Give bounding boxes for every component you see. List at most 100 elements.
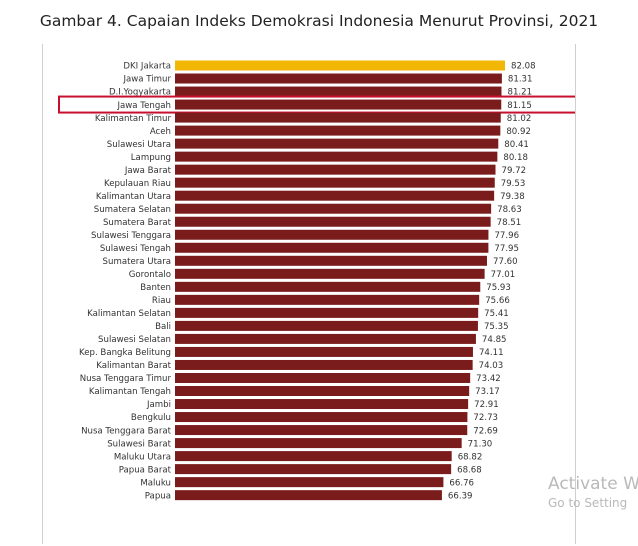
category-label-bali: Bali: [155, 322, 171, 332]
category-label-gorontalo: Gorontalo: [129, 270, 171, 280]
bar-bali: [175, 320, 478, 331]
category-label-aceh: Aceh: [150, 127, 171, 137]
category-label-kalimantan-barat: Kalimantan Barat: [96, 361, 171, 371]
category-label-papua: Papua: [145, 491, 171, 501]
category-label-sumatera-selatan: Sumatera Selatan: [94, 205, 171, 215]
bar-sumatera-barat: [175, 216, 491, 227]
bar-papua-barat: [175, 464, 452, 475]
value-label-maluku: 66.76: [449, 478, 474, 488]
category-label-jawa-barat: Jawa Barat: [124, 166, 172, 176]
value-label-sulawesi-tengah: 77.95: [494, 244, 519, 254]
value-label-sulawesi-tenggara: 77.96: [494, 231, 519, 241]
value-label-nusa-tenggara-timur: 73.42: [476, 374, 501, 384]
category-label-dki-jakarta: DKI Jakarta: [123, 62, 171, 72]
bar-gorontalo: [175, 268, 485, 279]
value-label-kalimantan-utara: 79.38: [500, 192, 525, 202]
bar-sulawesi-barat: [175, 438, 462, 449]
value-label-maluku-utara: 68.82: [458, 452, 483, 462]
value-label-kalimantan-barat: 74.03: [479, 361, 504, 371]
bar-jambi: [175, 399, 469, 410]
category-label-sulawesi-tengah: Sulawesi Tengah: [100, 244, 171, 254]
bar-riau: [175, 294, 480, 305]
category-label-jambi: Jambi: [146, 400, 171, 410]
category-label-papua-barat: Papua Barat: [119, 465, 172, 475]
watermark-line-1: Activate W: [548, 474, 638, 494]
category-label-kep-bangka-belitung: Kep. Bangka Belitung: [79, 348, 171, 358]
category-label-kalimantan-utara: Kalimantan Utara: [96, 192, 171, 202]
bar-kalimantan-timur: [175, 112, 501, 123]
value-label-nusa-tenggara-barat: 72.69: [473, 426, 498, 436]
value-label-sulawesi-utara: 80.41: [504, 140, 529, 150]
windows-activation-watermark: Activate W Go to Setting: [548, 474, 638, 510]
category-label-jawa-tengah: Jawa Tengah: [116, 101, 171, 111]
bar-kalimantan-selatan: [175, 307, 479, 318]
value-label-gorontalo: 77.01: [491, 270, 516, 280]
category-label-banten: Banten: [140, 283, 171, 293]
value-label-jawa-tengah: 81.15: [507, 101, 532, 111]
category-label-riau: Riau: [152, 296, 171, 306]
bar-sulawesi-selatan: [175, 333, 476, 344]
bar-kalimantan-tengah: [175, 386, 470, 396]
category-label-kalimantan-selatan: Kalimantan Selatan: [87, 309, 171, 319]
value-label-sulawesi-barat: 71.30: [468, 439, 493, 449]
value-label-kepulauan-riau: 79.53: [501, 179, 526, 189]
value-label-papua: 66.39: [448, 491, 473, 501]
category-label-kalimantan-timur: Kalimantan Timur: [95, 114, 172, 124]
category-label-maluku: Maluku: [140, 478, 171, 488]
value-label-kalimantan-selatan: 75.41: [484, 309, 509, 319]
value-label-papua-barat: 68.68: [457, 465, 482, 475]
value-label-d-i-yogyakarta: 81.21: [508, 88, 533, 98]
category-label-lampung: Lampung: [131, 153, 171, 163]
value-label-sulawesi-selatan: 74.85: [482, 335, 507, 345]
value-label-sumatera-barat: 78.51: [497, 218, 522, 228]
value-label-jawa-barat: 79.72: [502, 166, 527, 176]
category-label-nusa-tenggara-barat: Nusa Tenggara Barat: [81, 426, 172, 436]
bar-kepulauan-riau: [175, 177, 495, 188]
highlight-box-jawa-tengah: [58, 95, 575, 114]
bar-banten: [175, 281, 481, 292]
category-label-sumatera-barat: Sumatera Barat: [103, 218, 172, 228]
bar-jawa-barat: [175, 164, 496, 175]
category-label-d-i-yogyakarta: D.I.Yogyakarta: [109, 88, 171, 98]
bar-jawa-timur: [175, 73, 502, 84]
bar-dki-jakarta: [175, 60, 505, 71]
bar-sulawesi-utara: [175, 138, 499, 149]
bar-sumatera-utara: [175, 255, 487, 266]
value-label-bali: 75.35: [484, 322, 509, 332]
category-label-kalimantan-tengah: Kalimantan Tengah: [89, 387, 171, 397]
bar-kalimantan-barat: [175, 359, 473, 370]
category-label-sulawesi-barat: Sulawesi Barat: [107, 439, 171, 449]
value-label-jambi: 72.91: [474, 400, 499, 410]
chart-title: Gambar 4. Capaian Indeks Demokrasi Indon…: [39, 12, 599, 30]
value-label-aceh: 80.92: [506, 127, 531, 137]
value-label-kalimantan-tengah: 73.17: [475, 387, 500, 397]
bar-chart: DKI Jakarta 82.08 Jawa Timur 81.31 D.I.Yogya…: [42, 44, 576, 544]
value-label-banten: 75.93: [486, 283, 511, 293]
value-label-lampung: 80.18: [503, 153, 528, 163]
category-label-bengkulu: Bengkulu: [131, 413, 171, 423]
value-label-kep-bangka-belitung: 74.11: [479, 348, 504, 358]
category-label-jawa-timur: Jawa Timur: [122, 75, 171, 85]
category-label-nusa-tenggara-timur: Nusa Tenggara Timur: [80, 374, 172, 384]
bar-lampung: [175, 151, 498, 162]
bar-d-i-yogyakarta: [175, 86, 502, 97]
value-label-kalimantan-timur: 81.02: [507, 114, 532, 124]
category-label-maluku-utara: Maluku Utara: [114, 452, 171, 462]
bar-sulawesi-tenggara: [175, 229, 489, 240]
bar-nusa-tenggara-barat: [175, 425, 468, 436]
value-label-sumatera-utara: 77.60: [493, 257, 518, 267]
bar-sulawesi-tengah: [175, 242, 489, 253]
value-label-jawa-timur: 81.31: [508, 75, 533, 85]
category-label-kepulauan-riau: Kepulauan Riau: [104, 179, 171, 189]
category-label-sumatera-utara: Sumatera Utara: [103, 257, 171, 267]
bar-bengkulu: [175, 412, 468, 423]
bar-sumatera-selatan: [175, 203, 492, 214]
bar-jawa-tengah: [175, 99, 502, 110]
bar-kep-bangka-belitung: [175, 346, 473, 357]
watermark-line-2: Go to Setting: [548, 496, 628, 510]
value-label-riau: 75.66: [485, 296, 510, 306]
value-label-sumatera-selatan: 78.63: [497, 205, 522, 215]
category-label-sulawesi-selatan: Sulawesi Selatan: [98, 335, 171, 345]
value-label-dki-jakarta: 82.08: [511, 62, 536, 72]
category-label-sulawesi-tenggara: Sulawesi Tenggara: [91, 231, 171, 241]
